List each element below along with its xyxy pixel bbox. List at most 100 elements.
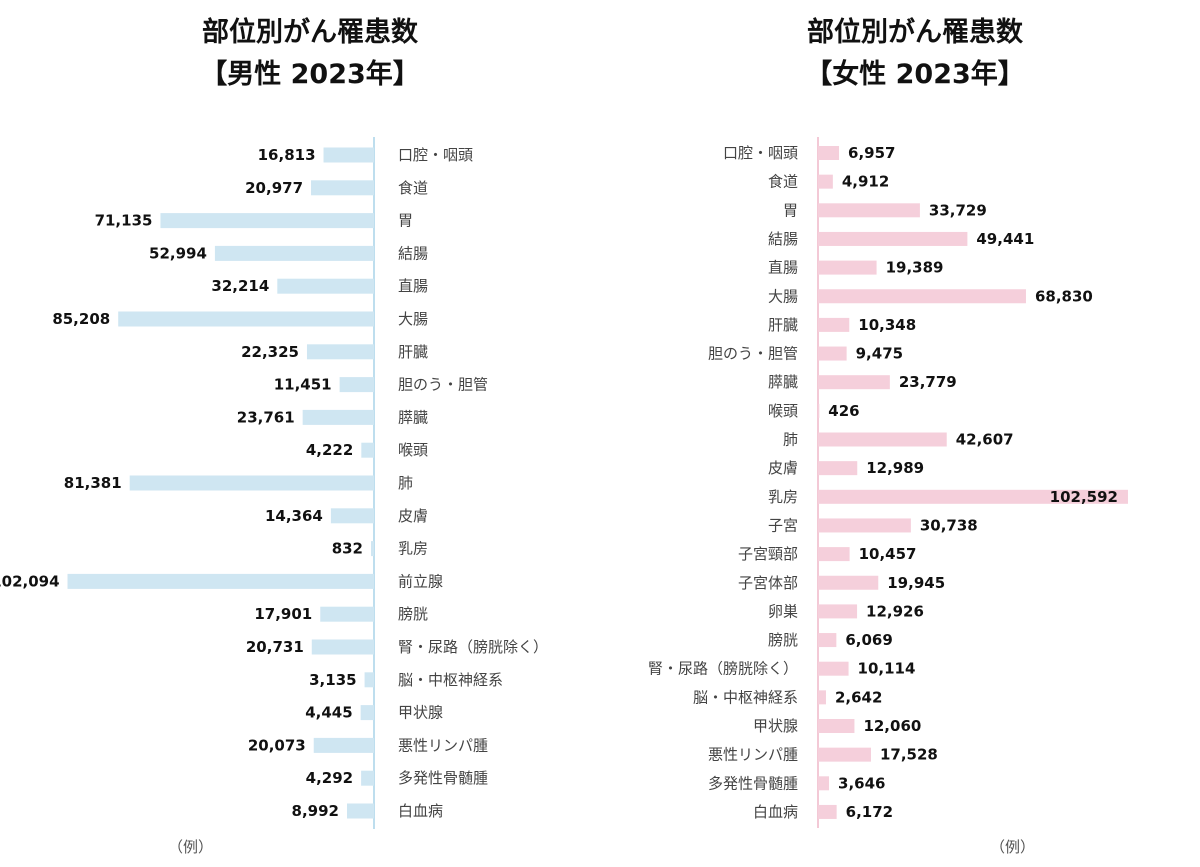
female-bar xyxy=(818,403,820,418)
male-value-label: 4,222 xyxy=(306,441,353,459)
female-chart-title: 部位別がん罹患数 【女性 2023年】 xyxy=(735,12,1095,96)
female-bar xyxy=(818,575,879,590)
male-category-label: 皮膚 xyxy=(398,507,428,525)
male-chart-subtitle: 【男性 2023年】 xyxy=(200,59,420,90)
male-category-label: 甲状腺 xyxy=(398,704,443,722)
female-value-label: 3,646 xyxy=(838,774,885,792)
female-value-label: 6,172 xyxy=(846,803,893,821)
female-bar xyxy=(818,690,826,705)
male-bar xyxy=(330,508,374,524)
female-category-label: 口腔・咽頭 xyxy=(723,144,798,162)
female-chart-title-main: 部位別がん罹患数 xyxy=(807,17,1023,48)
male-category-label: 前立腺 xyxy=(398,572,443,590)
male-bar xyxy=(347,803,374,819)
male-bar xyxy=(67,573,375,589)
female-bar xyxy=(818,518,911,533)
female-category-label: 肺 xyxy=(783,431,798,449)
male-category-label: 腎・尿路（膀胱除く） xyxy=(398,638,548,656)
female-category-label: 膀胱 xyxy=(768,631,798,649)
female-value-label: 49,441 xyxy=(976,230,1034,248)
female-value-label: 19,389 xyxy=(886,259,944,277)
male-bar xyxy=(311,639,374,655)
male-value-label: 832 xyxy=(332,540,363,558)
female-category-label: 卵巣 xyxy=(768,602,798,620)
male-category-label: 大腸 xyxy=(398,310,428,328)
female-bar xyxy=(818,489,1128,504)
male-bar xyxy=(214,245,374,261)
female-bar xyxy=(818,432,947,447)
male-value-label: 8,992 xyxy=(292,802,339,820)
male-value-label: 22,325 xyxy=(241,343,299,361)
female-category-label: 白血病 xyxy=(753,803,798,821)
female-value-label: 4,912 xyxy=(842,173,889,191)
male-category-label: 膵臓 xyxy=(398,408,428,426)
male-category-label: 膀胱 xyxy=(398,605,428,623)
female-category-label: 直腸 xyxy=(768,259,798,277)
female-bar xyxy=(818,346,847,361)
female-value-label: 12,060 xyxy=(863,717,921,735)
female-bar xyxy=(818,747,871,762)
male-category-label: 白血病 xyxy=(398,802,443,820)
male-bar xyxy=(160,213,374,229)
male-value-label: 17,901 xyxy=(254,605,312,623)
male-value-label: 16,813 xyxy=(258,146,316,164)
male-bar xyxy=(360,705,374,721)
female-bar xyxy=(818,174,833,189)
female-value-label: 2,642 xyxy=(835,688,882,706)
male-bar xyxy=(311,180,374,196)
male-category-label: 脳・中枢神経系 xyxy=(398,671,503,689)
female-bar xyxy=(818,146,840,160)
female-value-label: 12,989 xyxy=(866,459,924,477)
male-value-label: 4,292 xyxy=(306,769,353,787)
female-value-label: 426 xyxy=(828,402,859,420)
male-footnote: （例） xyxy=(168,838,214,856)
female-category-label: 大腸 xyxy=(768,287,798,305)
female-value-label: 6,957 xyxy=(848,144,895,162)
female-value-label: 10,348 xyxy=(858,316,916,334)
male-bar xyxy=(306,344,374,360)
female-category-label: 悪性リンパ腫 xyxy=(708,746,798,764)
female-value-label: 6,069 xyxy=(845,631,892,649)
male-category-label: 肺 xyxy=(398,474,413,492)
male-value-label: 4,445 xyxy=(305,704,352,722)
female-category-label: 子宮 xyxy=(768,516,798,534)
female-category-label: 多発性骨髄腫 xyxy=(708,774,798,792)
female-category-label: 結腸 xyxy=(768,230,798,248)
female-bar xyxy=(818,375,890,390)
male-bar xyxy=(320,606,374,622)
female-value-label: 19,945 xyxy=(887,574,945,592)
male-value-label: 85,208 xyxy=(52,310,110,328)
male-value-label: 23,761 xyxy=(237,408,295,426)
male-chart-title-main: 部位別がん罹患数 xyxy=(202,17,418,48)
female-value-label: 33,729 xyxy=(929,201,987,219)
female-category-label: 脳・中枢神経系 xyxy=(693,688,798,706)
female-footnote: （例） xyxy=(990,838,1036,856)
female-bar xyxy=(818,317,850,332)
female-category-label: 甲状腺 xyxy=(753,717,798,735)
male-value-label: 20,073 xyxy=(248,736,306,754)
male-category-label: 結腸 xyxy=(398,244,428,262)
male-category-label: 乳房 xyxy=(398,540,428,558)
male-bar xyxy=(129,475,374,491)
female-value-label: 10,114 xyxy=(858,660,916,678)
female-value-label: 12,926 xyxy=(866,602,924,620)
female-bar xyxy=(818,289,1026,304)
male-value-label: 32,214 xyxy=(211,277,269,295)
female-category-label: 食道 xyxy=(768,173,798,191)
male-bar xyxy=(339,377,374,393)
female-bar xyxy=(818,461,858,476)
male-value-label: 14,364 xyxy=(265,507,323,525)
female-chart-subtitle: 【女性 2023年】 xyxy=(805,59,1025,90)
female-category-label: 子宮頸部 xyxy=(738,545,798,563)
male-category-label: 食道 xyxy=(398,179,428,197)
female-category-label: 胃 xyxy=(783,201,798,219)
male-bar xyxy=(277,278,374,294)
male-bar xyxy=(302,409,374,425)
female-value-label: 9,475 xyxy=(856,345,903,363)
male-bar xyxy=(361,442,374,458)
female-category-label: 皮膚 xyxy=(768,459,798,477)
male-value-label: 11,451 xyxy=(274,376,332,394)
female-bar xyxy=(818,547,850,562)
male-category-label: 直腸 xyxy=(398,277,428,295)
female-bar xyxy=(818,633,837,648)
